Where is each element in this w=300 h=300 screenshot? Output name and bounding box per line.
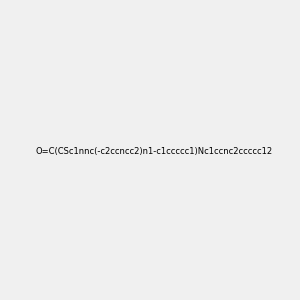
Text: O=C(CSc1nnc(-c2ccncc2)n1-c1ccccc1)Nc1ccnc2ccccc12: O=C(CSc1nnc(-c2ccncc2)n1-c1ccccc1)Nc1ccn… bbox=[35, 147, 272, 156]
